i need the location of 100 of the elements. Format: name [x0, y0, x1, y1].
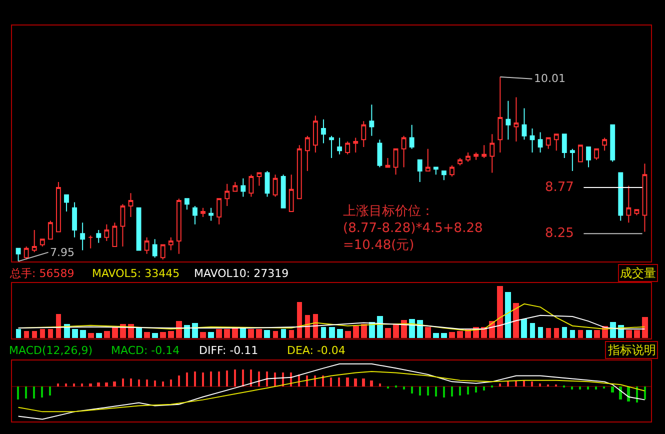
- bar: [346, 378, 349, 387]
- bar: [266, 372, 268, 387]
- candlestick: [337, 137, 342, 155]
- candlestick: [546, 137, 551, 150]
- candlestick: [377, 139, 382, 168]
- bar: [48, 386, 51, 396]
- bar: [24, 386, 27, 399]
- bar: [418, 386, 421, 396]
- candlestick: [56, 182, 61, 232]
- bar: [178, 376, 180, 387]
- candlestick: [312, 115, 318, 154]
- chart-title: MACD(12,26,9): [9, 344, 93, 357]
- candlestick: [618, 172, 624, 222]
- candlestick: [353, 137, 358, 154]
- bar: [40, 386, 43, 398]
- candlestick: [72, 202, 77, 238]
- candlestick: [208, 207, 214, 222]
- bar: [450, 386, 453, 397]
- bar: [586, 386, 589, 390]
- bar: [416, 320, 423, 338]
- candlestick: [88, 234, 94, 249]
- bar: [104, 331, 110, 338]
- bar: [554, 328, 559, 338]
- candlestick: [474, 152, 479, 160]
- bar: [258, 372, 260, 387]
- bar: [512, 303, 519, 338]
- candlestick: [361, 120, 366, 148]
- bar: [578, 330, 583, 338]
- bar: [538, 327, 543, 338]
- candlestick: [40, 238, 45, 248]
- candlestick: [498, 76, 503, 154]
- bar: [248, 329, 254, 338]
- bar: [578, 386, 581, 390]
- bar: [328, 327, 335, 338]
- candlestick: [562, 134, 567, 159]
- bar: [184, 325, 190, 338]
- candlestick: [490, 134, 495, 174]
- candlestick: [586, 146, 591, 168]
- bar: [168, 331, 174, 338]
- candlestick: [168, 236, 174, 251]
- candlestick: [506, 100, 511, 140]
- bar: [210, 372, 212, 387]
- candlestick: [144, 236, 150, 254]
- bar: [146, 380, 148, 387]
- candlestick: [514, 96, 519, 142]
- candlestick: [104, 224, 110, 242]
- candlestick: [626, 185, 632, 224]
- bar: [506, 382, 509, 387]
- bar: [644, 386, 646, 400]
- bar: [344, 331, 351, 338]
- bar: [354, 378, 357, 387]
- bar: [338, 378, 340, 387]
- bar: [72, 329, 78, 338]
- bar: [154, 380, 156, 387]
- candlestick: [409, 124, 414, 150]
- candlestick: [48, 220, 53, 240]
- bar: [130, 378, 132, 387]
- candlestick: [538, 132, 543, 154]
- bar: [32, 331, 37, 338]
- bar: [466, 386, 469, 395]
- candlestick: [329, 135, 334, 159]
- candlestick: [433, 166, 438, 176]
- bar: [546, 328, 551, 338]
- bar: [530, 323, 535, 338]
- text: MAVOL10: 27319: [194, 267, 289, 280]
- bar: [442, 386, 445, 398]
- series-label: MACD: -0.14: [111, 344, 180, 357]
- bar: [152, 333, 158, 338]
- bar: [40, 329, 45, 338]
- bar: [216, 329, 222, 338]
- candlestick: [594, 148, 600, 160]
- bar: [378, 384, 381, 387]
- candlestick: [417, 159, 422, 183]
- candlestick: [602, 137, 608, 152]
- bar: [504, 292, 511, 338]
- bar: [634, 330, 640, 338]
- bar: [496, 286, 503, 338]
- bar: [610, 386, 614, 393]
- bar: [176, 321, 182, 338]
- bar: [16, 329, 21, 338]
- bar: [264, 330, 270, 338]
- candlestick: [554, 134, 559, 152]
- candlestick: [248, 174, 254, 198]
- bar: [514, 380, 517, 387]
- bar: [144, 332, 150, 338]
- candlestick: [385, 158, 390, 168]
- bar: [234, 370, 236, 387]
- text: DIFF: -0.11: [199, 344, 258, 357]
- bar: [80, 330, 86, 338]
- bar: [360, 324, 367, 338]
- bar: [24, 331, 29, 338]
- bar: [112, 382, 116, 387]
- bar: [56, 314, 61, 338]
- candlestick: [321, 118, 326, 144]
- bar: [208, 332, 214, 338]
- candlestick: [64, 194, 69, 212]
- bar: [112, 327, 118, 338]
- bar: [538, 384, 541, 387]
- bar: [376, 316, 383, 338]
- bar: [642, 317, 648, 338]
